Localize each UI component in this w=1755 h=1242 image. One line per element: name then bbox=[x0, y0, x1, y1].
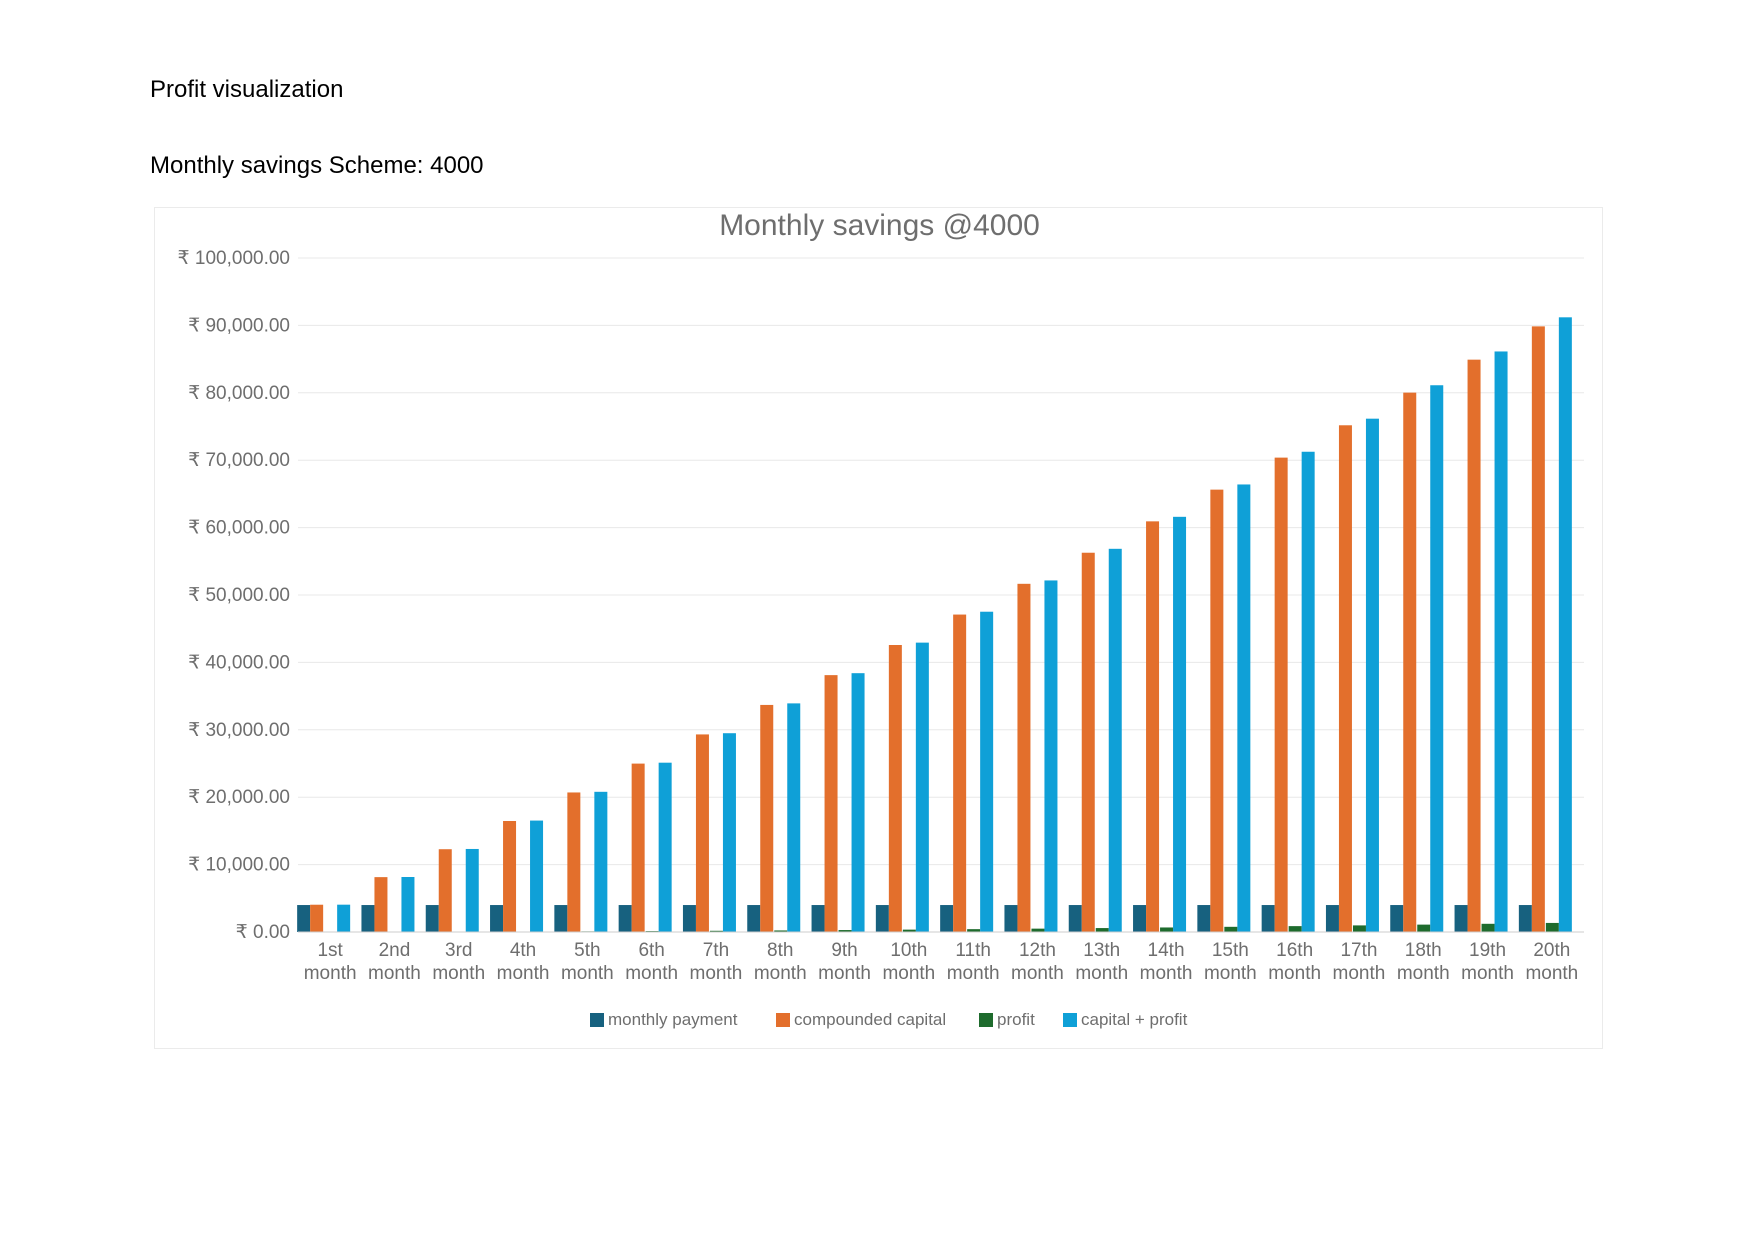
svg-text:20th: 20th bbox=[1533, 940, 1570, 961]
svg-text:month: month bbox=[1140, 963, 1193, 984]
svg-text:month: month bbox=[882, 963, 935, 984]
svg-text:18th: 18th bbox=[1405, 940, 1442, 961]
svg-text:month: month bbox=[1525, 963, 1578, 984]
svg-text:month: month bbox=[1204, 963, 1257, 984]
svg-text:₹ 90,000.00: ₹ 90,000.00 bbox=[188, 315, 290, 336]
svg-text:month: month bbox=[1268, 963, 1321, 984]
svg-text:16th: 16th bbox=[1276, 940, 1313, 961]
svg-text:₹ 80,000.00: ₹ 80,000.00 bbox=[188, 383, 290, 404]
svg-text:9th: 9th bbox=[831, 940, 857, 961]
svg-text:₹ 70,000.00: ₹ 70,000.00 bbox=[188, 450, 290, 471]
svg-text:month: month bbox=[432, 963, 485, 984]
svg-text:₹ 40,000.00: ₹ 40,000.00 bbox=[188, 652, 290, 673]
svg-text:8th: 8th bbox=[767, 940, 793, 961]
svg-text:11th: 11th bbox=[955, 940, 991, 961]
svg-text:19th: 19th bbox=[1469, 940, 1506, 961]
svg-text:month: month bbox=[947, 963, 1000, 984]
svg-text:3rd: 3rd bbox=[445, 940, 472, 961]
svg-text:capital + profit: capital + profit bbox=[1081, 1010, 1188, 1029]
svg-text:month: month bbox=[497, 963, 550, 984]
svg-text:month: month bbox=[625, 963, 678, 984]
svg-text:4th: 4th bbox=[510, 940, 536, 961]
svg-text:monthly payment: monthly payment bbox=[608, 1010, 738, 1029]
svg-text:month: month bbox=[1397, 963, 1450, 984]
svg-text:15th: 15th bbox=[1212, 940, 1249, 961]
svg-text:month: month bbox=[1011, 963, 1064, 984]
svg-text:7th: 7th bbox=[703, 940, 729, 961]
svg-text:1st: 1st bbox=[317, 940, 343, 961]
svg-text:14th: 14th bbox=[1148, 940, 1185, 961]
svg-text:13th: 13th bbox=[1083, 940, 1120, 961]
svg-text:6th: 6th bbox=[638, 940, 664, 961]
svg-text:month: month bbox=[561, 963, 614, 984]
svg-text:2nd: 2nd bbox=[379, 940, 411, 961]
svg-text:10th: 10th bbox=[890, 940, 927, 961]
svg-text:₹ 50,000.00: ₹ 50,000.00 bbox=[188, 585, 290, 606]
svg-text:₹ 10,000.00: ₹ 10,000.00 bbox=[188, 855, 290, 876]
svg-text:month: month bbox=[818, 963, 871, 984]
svg-text:compounded capital: compounded capital bbox=[794, 1010, 946, 1029]
svg-text:profit: profit bbox=[997, 1010, 1035, 1029]
svg-text:month: month bbox=[1333, 963, 1386, 984]
svg-text:5th: 5th bbox=[574, 940, 600, 961]
svg-text:Monthly savings @4000: Monthly savings @4000 bbox=[719, 209, 1040, 242]
svg-text:month: month bbox=[304, 963, 357, 984]
svg-text:₹ 30,000.00: ₹ 30,000.00 bbox=[188, 720, 290, 741]
svg-text:₹ 20,000.00: ₹ 20,000.00 bbox=[188, 787, 290, 808]
svg-text:12th: 12th bbox=[1019, 940, 1056, 961]
svg-text:₹ 0.00: ₹ 0.00 bbox=[236, 922, 290, 943]
svg-text:17th: 17th bbox=[1340, 940, 1377, 961]
svg-text:month: month bbox=[1461, 963, 1514, 984]
svg-text:₹ 100,000.00: ₹ 100,000.00 bbox=[178, 248, 290, 269]
svg-text:₹ 60,000.00: ₹ 60,000.00 bbox=[188, 518, 290, 539]
svg-text:month: month bbox=[1075, 963, 1128, 984]
svg-text:month: month bbox=[368, 963, 421, 984]
svg-text:month: month bbox=[690, 963, 743, 984]
svg-text:month: month bbox=[754, 963, 807, 984]
